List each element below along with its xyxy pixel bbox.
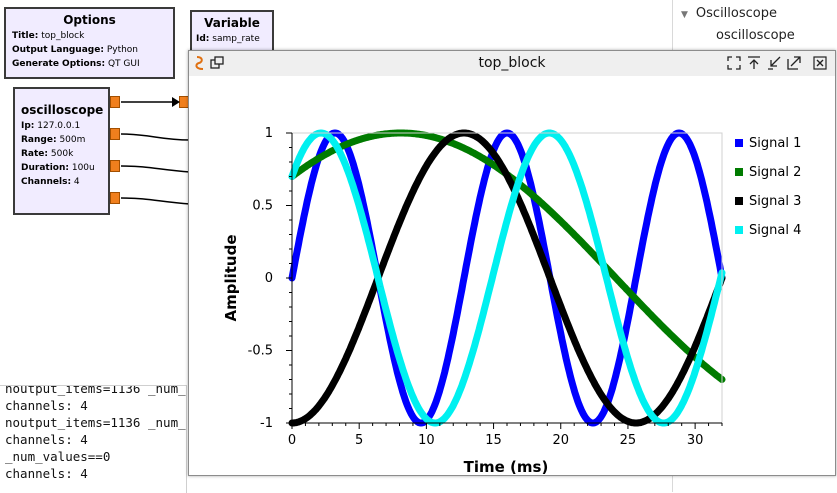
series-line-4 bbox=[288, 129, 726, 427]
console-line: noutput_items=1136 _num_ bbox=[5, 415, 186, 430]
legend-label: Signal 1 bbox=[749, 136, 801, 151]
x-tick-label: 20 bbox=[552, 433, 569, 448]
variable-param-id: Id: samp_rate bbox=[196, 34, 260, 44]
legend-swatch bbox=[735, 197, 743, 205]
x-tick-label: 0 bbox=[288, 433, 296, 448]
x-tick-label: 5 bbox=[355, 433, 363, 448]
legend-swatch bbox=[735, 139, 743, 147]
console-line: channels: 4 bbox=[5, 398, 88, 413]
x-tick-label: 10 bbox=[418, 433, 435, 448]
x-tick-label: 25 bbox=[620, 433, 637, 448]
y-tick-label: 0 bbox=[265, 271, 273, 286]
tree-item-oscilloscope[interactable]: oscilloscope bbox=[716, 28, 795, 43]
connection-lines bbox=[120, 97, 191, 205]
y-axis-label: Amplitude bbox=[222, 234, 240, 321]
y-tick-label: -0.5 bbox=[248, 344, 273, 359]
window-menu-icon[interactable] bbox=[210, 56, 224, 70]
console-line: channels: 4 bbox=[5, 466, 88, 481]
options-block[interactable]: Options Title: top_block Output Language… bbox=[4, 7, 175, 79]
amplitude-chart[interactable]: 0 5 10 15 20 25 30 1 0.5 0 -0.5 -1 Signal 1 Signal 2… bbox=[189, 76, 835, 476]
x-tick-label: 30 bbox=[687, 433, 704, 448]
fullscreen-icon[interactable] bbox=[727, 56, 741, 70]
output-port-0[interactable] bbox=[110, 96, 120, 108]
oscilloscope-param-channels: Channels: 4 bbox=[21, 177, 80, 187]
oscilloscope-param-duration: Duration: 100u bbox=[21, 163, 95, 173]
variable-block-title: Variable bbox=[204, 16, 260, 30]
options-block-title: Options bbox=[63, 13, 116, 27]
output-port-1[interactable] bbox=[110, 128, 120, 140]
output-port-3[interactable] bbox=[110, 192, 120, 204]
y-tick-label: 0.5 bbox=[252, 199, 273, 214]
options-param-generate: Generate Options: QT GUI bbox=[12, 59, 140, 69]
legend-label: Signal 4 bbox=[749, 223, 801, 238]
connection-2 bbox=[120, 165, 191, 173]
options-param-title: Title: top_block bbox=[12, 31, 85, 41]
legend-label: Signal 3 bbox=[749, 194, 801, 209]
legend-swatch bbox=[735, 226, 743, 234]
minimize-icon[interactable] bbox=[767, 56, 781, 70]
console-line: channels: 4 bbox=[5, 432, 88, 447]
keep-above-icon[interactable] bbox=[747, 56, 761, 70]
window-titlebar[interactable]: top_block bbox=[189, 51, 835, 75]
y-tick-label: -1 bbox=[260, 416, 273, 431]
oscilloscope-block-title: oscilloscope bbox=[21, 103, 104, 117]
triangle-down-icon[interactable]: ▼ bbox=[681, 10, 688, 20]
connection-3 bbox=[120, 197, 191, 205]
console-line: _num_values==0 bbox=[5, 449, 111, 464]
y-tick-label: 1 bbox=[265, 126, 273, 141]
legend-label: Signal 2 bbox=[749, 165, 801, 180]
maximize-icon[interactable] bbox=[787, 56, 801, 70]
connection-1 bbox=[120, 133, 191, 141]
oscilloscope-param-rate: Rate: 500k bbox=[21, 149, 74, 159]
x-axis-label: Time (ms) bbox=[464, 458, 549, 475]
x-tick-label: 15 bbox=[485, 433, 502, 448]
window-title: top_block bbox=[478, 55, 546, 71]
plot-window[interactable]: top_block 0 5 10 15 20 25 30 1 0.5 0 -0.5 -1 Signal… bbox=[188, 50, 836, 476]
gnuradio-icon[interactable] bbox=[194, 56, 206, 70]
oscilloscope-block[interactable]: oscilloscope Ip: 127.0.0.1 Range: 500m R… bbox=[13, 87, 110, 215]
close-icon[interactable] bbox=[813, 56, 827, 70]
options-param-language: Output Language: Python bbox=[12, 45, 139, 55]
plot-area[interactable]: 0 5 10 15 20 25 30 1 0.5 0 -0.5 -1 Signal 1 Signal 2… bbox=[189, 76, 835, 476]
oscilloscope-param-ip: Ip: 127.0.0.1 bbox=[21, 121, 81, 131]
output-port-2[interactable] bbox=[110, 160, 120, 172]
connection-arrowhead-0 bbox=[172, 97, 180, 107]
legend-swatch bbox=[735, 168, 743, 176]
console-panel[interactable]: noutput_items=1136 _num_ channels: 4 nou… bbox=[0, 385, 187, 493]
tree-category-oscilloscope[interactable]: ▼ Oscilloscope bbox=[681, 6, 777, 21]
oscilloscope-param-range: Range: 500m bbox=[21, 135, 86, 145]
console-line: noutput_items=1136 _num_ bbox=[5, 385, 186, 396]
